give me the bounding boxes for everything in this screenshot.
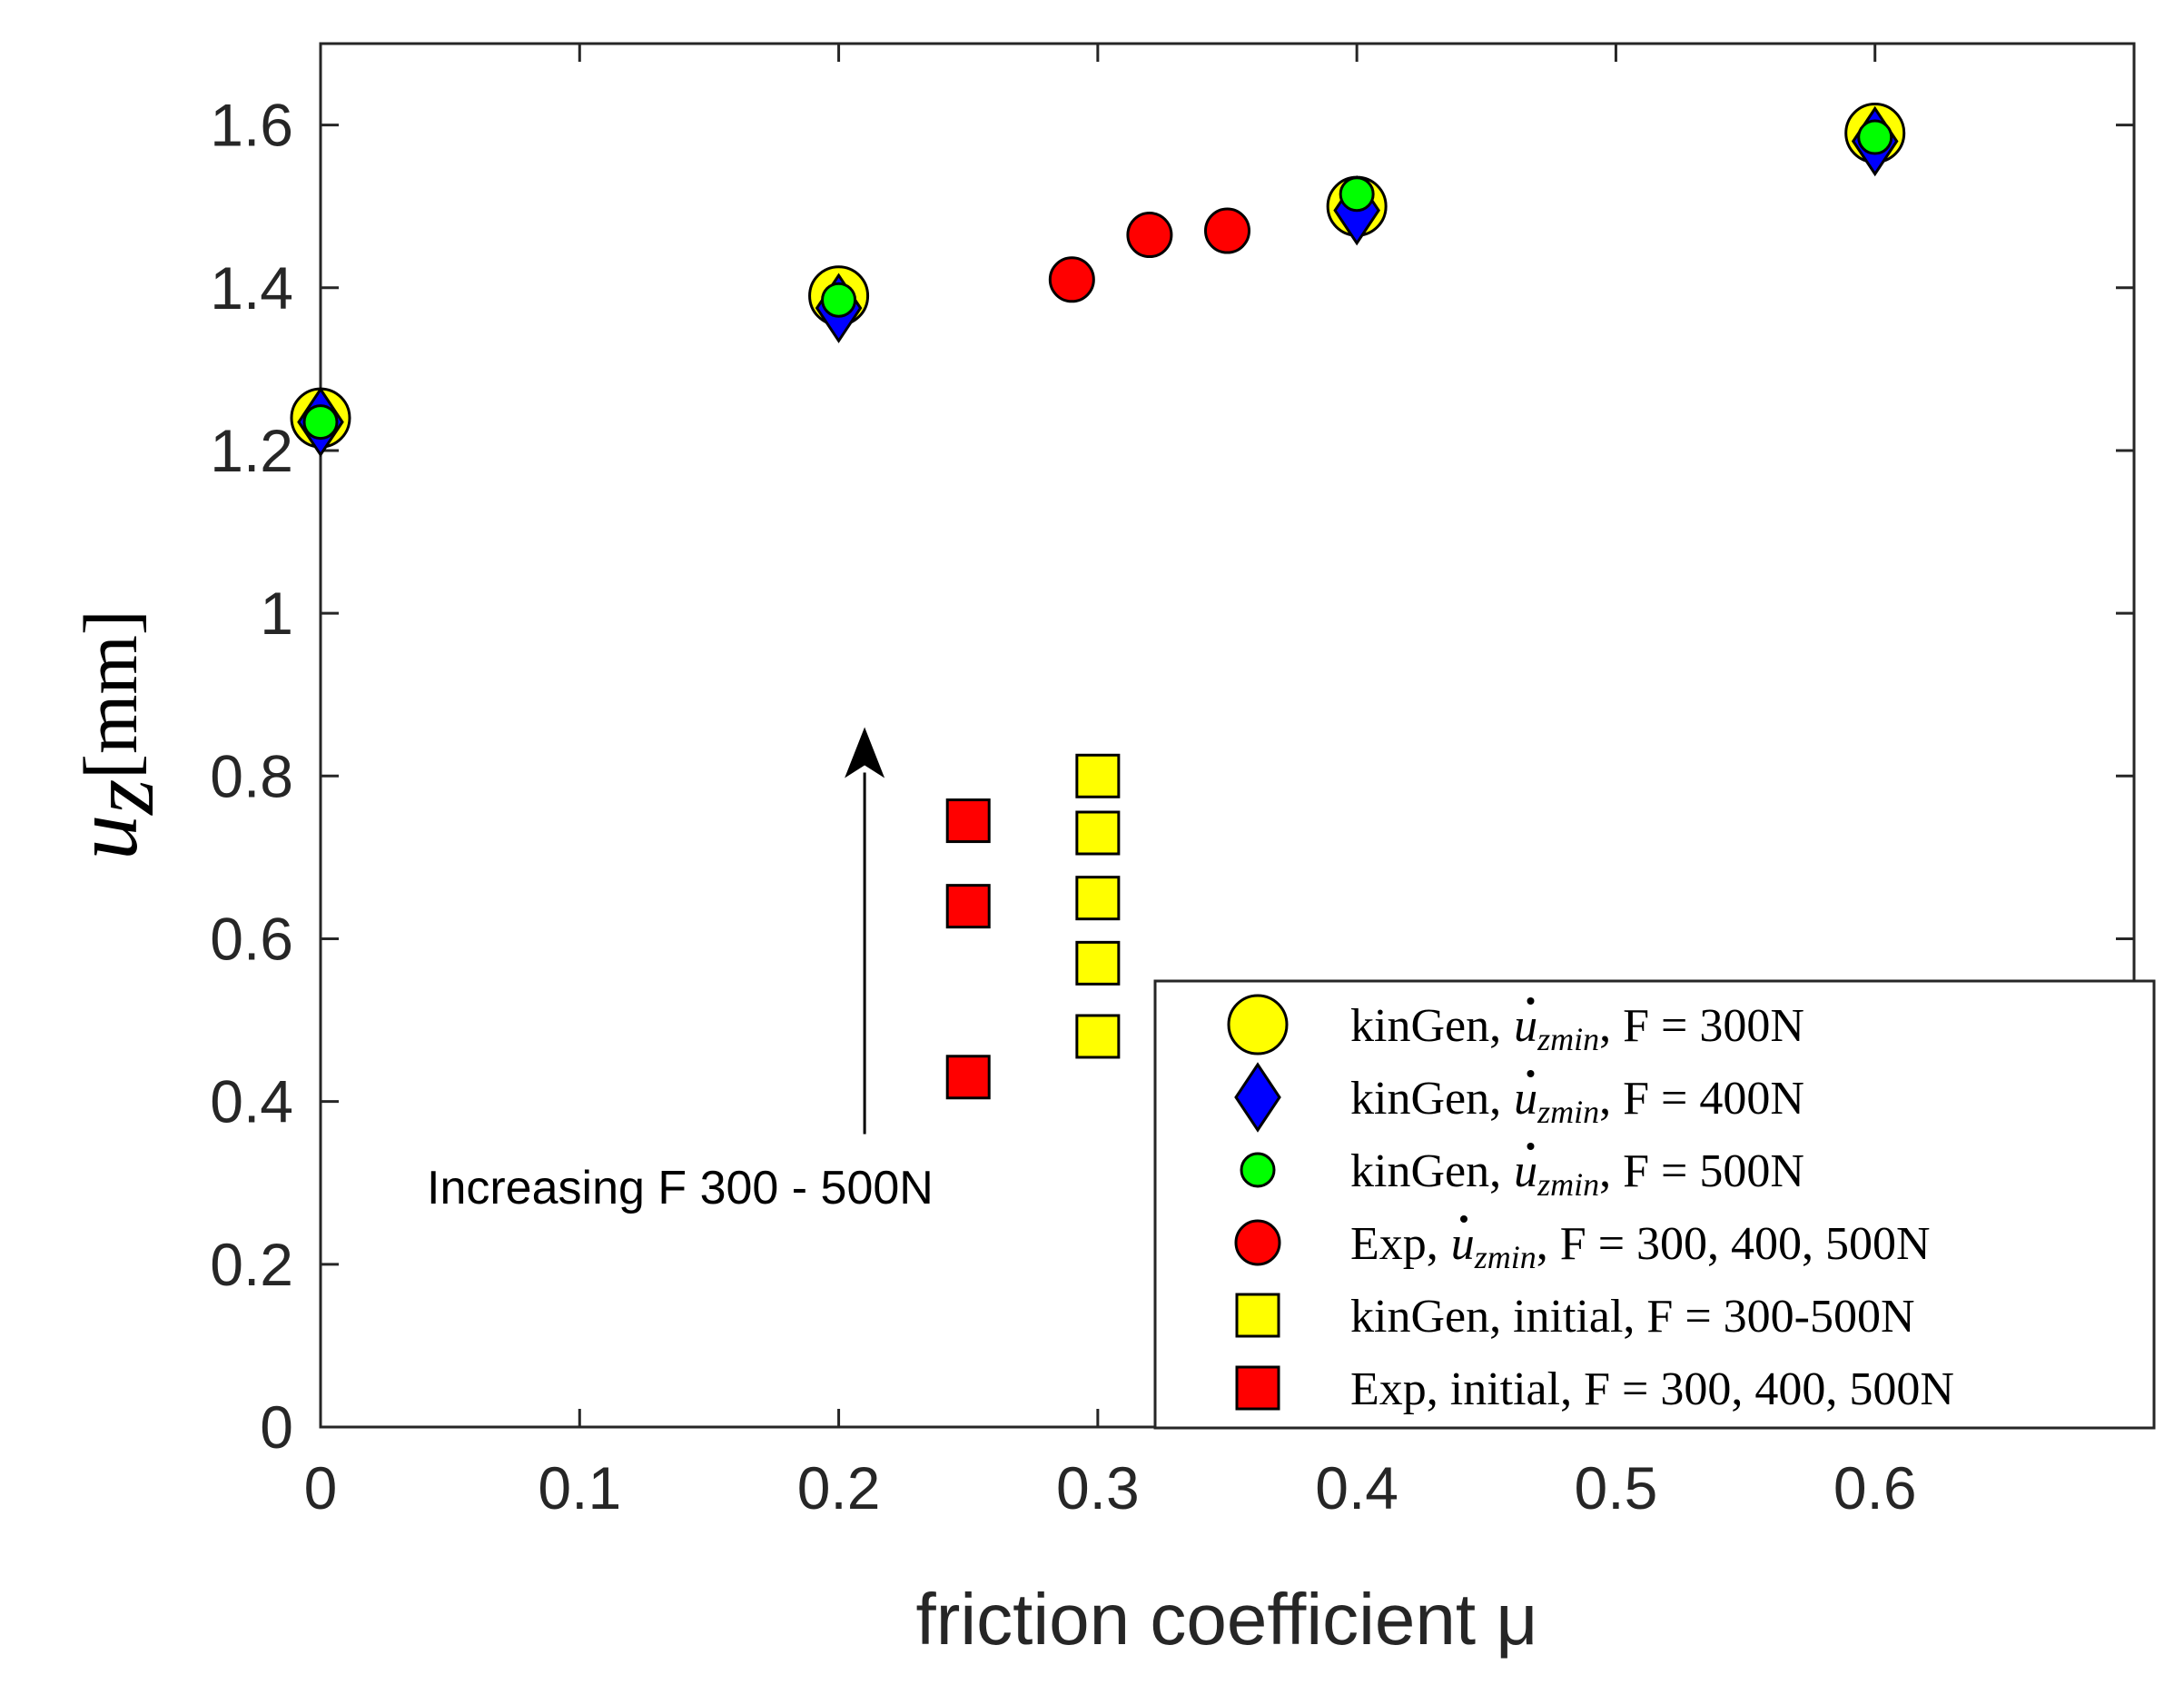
legend-entry-suffix: , F = 500N <box>1599 1145 1804 1197</box>
legend-entry-prefix: Exp, <box>1350 1218 1438 1270</box>
y-tick-label: 0.6 <box>210 905 293 972</box>
point-series-5 <box>1075 810 1121 856</box>
y-tick-label: 1 <box>260 580 293 647</box>
y-tick-label: 0.2 <box>210 1231 293 1298</box>
x-tick-label: 0.3 <box>1056 1454 1140 1521</box>
point-series-6 <box>945 1055 991 1100</box>
y-axis-unit: [mm] <box>69 610 153 779</box>
y-tick-label: 0.8 <box>210 742 293 809</box>
x-tick-label: 0.2 <box>797 1454 881 1521</box>
legend-entry-3: kinGen, uzmin, F = 500N <box>1350 1145 1804 1203</box>
legend-entry-prefix: kinGen, <box>1350 1073 1501 1125</box>
legend-entry-prefix: kinGen, initial, F = 300-500N <box>1350 1291 1915 1343</box>
point-series-3 <box>1857 119 1893 155</box>
legend-entry-prefix: Exp, initial, F = 300, 400, 500N <box>1350 1363 1954 1415</box>
x-tick-labels: 0 0.1 0.2 0.3 0.4 0.5 0.6 <box>304 1454 1917 1521</box>
legend-entry-subscript: zmin <box>1537 1166 1599 1203</box>
point-series-5 <box>1075 940 1121 986</box>
y-tick-label: 1.4 <box>210 254 293 322</box>
y-tick-label: 0 <box>260 1393 293 1461</box>
increasing-force-arrow <box>845 727 885 1135</box>
legend-entry-subscript: zmin <box>1537 1021 1599 1057</box>
legend-entry-subscript: zmin <box>1474 1239 1537 1275</box>
legend-entry-suffix: , F = 300N <box>1599 1000 1804 1052</box>
legend-entry-6: Exp, initial, F = 300, 400, 500N <box>1350 1363 1954 1415</box>
legend-marker-6 <box>1235 1365 1280 1411</box>
x-tick-label: 0.6 <box>1833 1454 1917 1521</box>
point-series-4 <box>1048 256 1095 303</box>
arrow-head <box>845 727 885 778</box>
legend-entry-variable: u <box>1514 1145 1537 1197</box>
legend-entry-1: kinGen, uzmin, F = 300N <box>1350 1000 1804 1057</box>
x-tick-label: 0 <box>304 1454 338 1521</box>
y-axis-subscript: z <box>72 779 173 817</box>
point-series-5 <box>1075 753 1121 798</box>
x-tick-label: 0.5 <box>1575 1454 1658 1521</box>
data-marks <box>290 103 1906 1100</box>
y-tick-labels: 0 0.2 0.4 0.6 0.8 1 1.2 1.4 1.6 <box>210 92 293 1461</box>
x-tick-label: 0.4 <box>1315 1454 1398 1521</box>
legend-entry-2: kinGen, uzmin, F = 400N <box>1350 1073 1804 1130</box>
point-series-4 <box>1204 207 1250 254</box>
legend-entry-variable: u <box>1514 1073 1537 1125</box>
legend-entry-4: Exp, uzmin, F = 300, 400, 500N <box>1350 1218 1931 1275</box>
point-series-4 <box>1126 212 1173 259</box>
legend-marker-2 <box>1234 1062 1281 1133</box>
legend-entry-suffix: , F = 300, 400, 500N <box>1537 1218 1931 1270</box>
legend-dot-accent <box>1527 997 1535 1005</box>
y-axis-label: uz[mm] <box>55 610 173 860</box>
point-series-6 <box>945 884 991 929</box>
y-axis-label-text: uz[mm] <box>55 610 173 860</box>
legend-box <box>1153 979 2156 1430</box>
legend-entry-5: kinGen, initial, F = 300-500N <box>1350 1291 1915 1343</box>
legend-marker-4 <box>1234 1219 1281 1266</box>
point-series-6 <box>945 798 991 844</box>
legend-dot-accent <box>1527 1070 1535 1077</box>
point-series-5 <box>1075 1014 1121 1059</box>
point-series-3 <box>821 282 857 318</box>
legend-dot-accent <box>1527 1143 1535 1150</box>
y-tick-label: 0.4 <box>210 1068 293 1135</box>
legend-entry-subscript: zmin <box>1537 1094 1599 1130</box>
point-series-3 <box>1339 176 1375 213</box>
legend-entry-variable: u <box>1514 1000 1537 1052</box>
legend-entry-prefix: kinGen, <box>1350 1145 1501 1197</box>
y-tick-label: 1.6 <box>210 92 293 159</box>
x-tick-label: 0.1 <box>538 1454 621 1521</box>
legend-entry-prefix: kinGen, <box>1350 1000 1501 1052</box>
y-axis-symbol: u <box>55 815 156 860</box>
annotation-text: Increasing F 300 - 500N <box>427 1162 934 1214</box>
legend-marker-3 <box>1240 1152 1276 1188</box>
point-series-3 <box>302 404 339 441</box>
point-series-5 <box>1075 876 1121 921</box>
legend-marker-1 <box>1227 994 1289 1056</box>
y-tick-label: 1.2 <box>210 417 293 484</box>
legend-dot-accent <box>1460 1215 1468 1223</box>
legend-entry-suffix: , F = 400N <box>1599 1073 1804 1125</box>
legend-entry-variable: u <box>1451 1218 1475 1270</box>
x-axis-label: friction coefficient μ <box>916 1579 1538 1660</box>
legend-marker-5 <box>1235 1293 1280 1338</box>
